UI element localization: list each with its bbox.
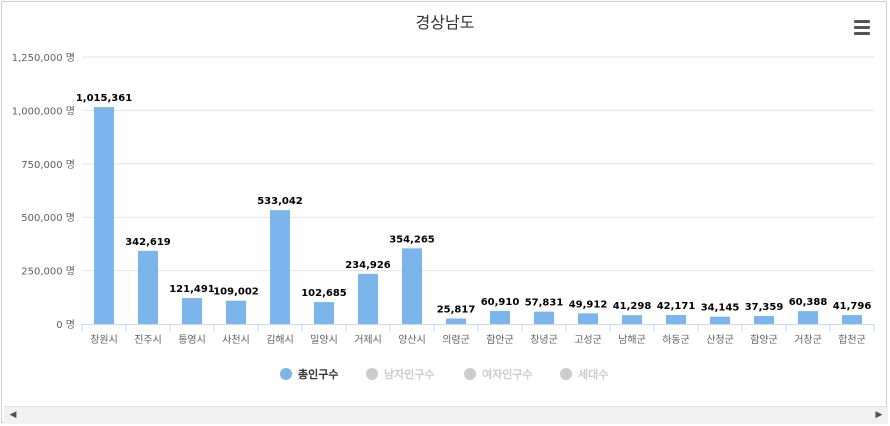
legend-label: 남자인구수	[384, 367, 435, 381]
chart: 경상남도 0 명 250,000 명 500,000 명 750,000 명 1,000…	[12, 13, 875, 381]
data-label: 42,171	[657, 301, 696, 312]
data-label: 354,265	[389, 234, 435, 245]
x-axis: 창원시 진주시 통영시 사천시 김해시 밀양시 거제시 양산시 의령군 함안군 창녕군 고성군 남해군 하…	[81, 324, 875, 346]
y-axis: 0 명 250,000 명 500,000 명 750,000 명 1,000,000 …	[12, 52, 75, 331]
data-label: 37,359	[745, 302, 784, 313]
data-label: 25,817	[437, 304, 476, 315]
x-tick-label: 진주시	[134, 334, 162, 346]
bar	[94, 107, 114, 324]
bar	[446, 318, 466, 324]
legend-item[interactable]: 남자인구수	[366, 367, 435, 381]
y-tick-label: 500,000 명	[21, 212, 75, 224]
legend-label: 총인구수	[298, 367, 338, 381]
data-label: 234,926	[345, 260, 391, 271]
bar	[578, 313, 598, 324]
data-label: 41,796	[833, 301, 872, 312]
bar	[182, 298, 202, 324]
x-tick-label: 하동군	[662, 333, 690, 346]
bar	[314, 302, 334, 324]
legend-marker	[464, 368, 476, 380]
data-label: 121,491	[169, 284, 215, 295]
bar	[270, 210, 290, 324]
x-tick-label: 함안군	[486, 334, 514, 346]
y-tick-label: 250,000 명	[21, 266, 75, 278]
data-label: 533,042	[257, 196, 303, 207]
legend-marker	[280, 368, 292, 380]
x-tick-label: 창녕군	[530, 334, 558, 346]
horizontal-scrollbar[interactable]: ◀ ▶	[4, 406, 888, 424]
data-label: 41,298	[613, 301, 652, 312]
data-label: 109,002	[213, 287, 259, 298]
legend-item[interactable]: 세대수	[560, 367, 608, 381]
y-tick-label: 1,000,000 명	[12, 105, 75, 117]
menu-line-1	[854, 20, 870, 23]
y-tick-label: 0 명	[56, 319, 75, 331]
legend-label: 세대수	[578, 367, 608, 381]
x-tick-label: 고성군	[574, 334, 602, 346]
data-label: 60,388	[789, 297, 828, 308]
bar	[710, 316, 730, 324]
x-tick-label: 창원시	[90, 334, 118, 346]
bar	[622, 315, 642, 324]
data-label: 102,685	[301, 288, 347, 299]
bar	[534, 311, 554, 324]
data-label: 1,015,361	[76, 93, 132, 104]
x-tick-label: 함양군	[750, 334, 778, 346]
bar	[358, 273, 378, 324]
x-tick-label: 사천시	[222, 334, 250, 346]
bar	[798, 311, 818, 324]
data-label: 60,910	[481, 297, 520, 308]
menu-line-3	[854, 32, 870, 35]
legend-label: 여자인구수	[482, 367, 533, 381]
x-tick-label: 산청군	[706, 334, 734, 346]
arrow-right-icon[interactable]: ▶	[875, 410, 883, 420]
arrow-left-icon[interactable]: ◀	[9, 410, 17, 420]
bar	[754, 316, 774, 324]
legend-item[interactable]: 여자인구수	[464, 367, 533, 381]
x-tick-label: 합천군	[838, 334, 866, 346]
legend-marker	[366, 368, 378, 380]
data-label: 57,831	[525, 298, 564, 309]
legend-marker	[560, 368, 572, 380]
x-tick-label: 거창군	[794, 334, 822, 346]
bar	[490, 310, 510, 324]
hamburger-menu-icon[interactable]	[852, 18, 874, 36]
menu-line-2	[854, 26, 870, 29]
bar	[666, 314, 686, 324]
legend-item[interactable]: 총인구수	[280, 367, 338, 381]
x-tick-label: 김해시	[266, 333, 294, 346]
bar	[226, 300, 246, 324]
y-tick-label: 1,250,000 명	[12, 52, 75, 64]
x-tick-label: 의령군	[442, 334, 470, 346]
bar	[842, 315, 862, 324]
bar	[402, 248, 422, 324]
y-tick-label: 750,000 명	[21, 159, 75, 171]
data-label: 49,912	[569, 299, 608, 310]
x-tick-label: 거제시	[354, 334, 382, 346]
data-label: 342,619	[125, 237, 171, 248]
data-label: 34,145	[701, 303, 740, 314]
grid-lines	[82, 56, 874, 272]
x-tick-label: 남해군	[618, 333, 646, 346]
chart-title: 경상남도	[416, 13, 475, 32]
x-tick-label: 양산시	[398, 334, 426, 346]
bar	[138, 250, 158, 324]
legend: 총인구수 남자인구수 여자인구수 세대수	[280, 367, 608, 381]
x-tick-label: 통영시	[178, 334, 206, 346]
x-tick-label: 밀양시	[310, 334, 338, 346]
